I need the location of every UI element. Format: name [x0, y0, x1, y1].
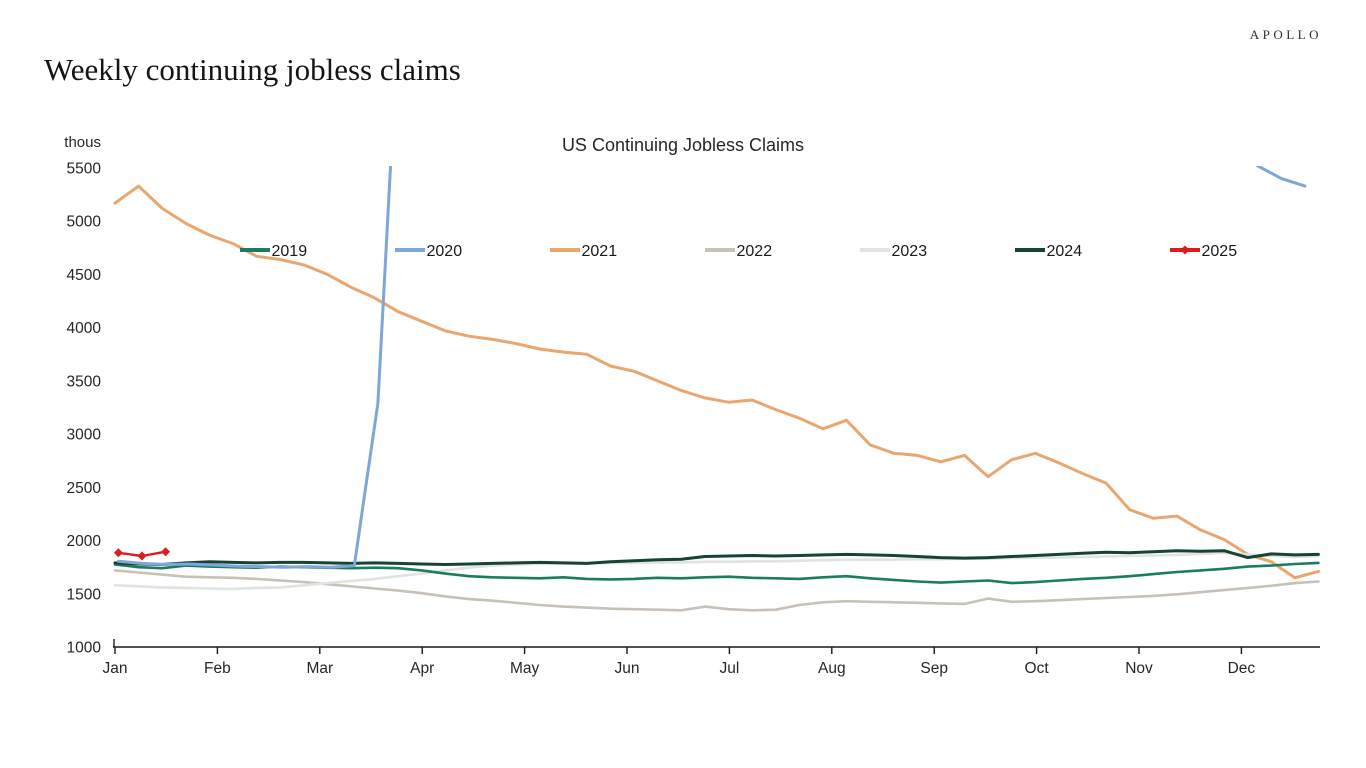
y-axis-unit-label: thous: [64, 134, 101, 151]
y-tick-label-5000: 5000: [67, 214, 102, 231]
legend-label-2025: 2025: [1202, 243, 1238, 260]
legend: 2019 2020 2021 2022 2023 2024 2025: [240, 243, 1237, 260]
legend-label-2022: 2022: [737, 243, 773, 260]
legend-label-2020: 2020: [427, 243, 463, 260]
series-line-2024: [113, 549, 1320, 566]
plot-area: [113, 166, 1320, 612]
x-tick-label-aug: Aug: [818, 660, 846, 677]
page-title: Weekly continuing jobless claims: [44, 52, 461, 87]
legend-item-2024: 2024: [1015, 243, 1082, 260]
x-tick-label-dec: Dec: [1228, 660, 1256, 677]
x-tick-label-oct: Oct: [1025, 660, 1050, 677]
x-tick-label-sep: Sep: [920, 660, 948, 677]
y-tick-label-1500: 1500: [67, 586, 102, 603]
y-tick-label-2000: 2000: [67, 533, 102, 550]
legend-label-2021: 2021: [582, 243, 618, 260]
chart-title: US Continuing Jobless Claims: [561, 135, 805, 155]
series-line-2021: [113, 184, 1320, 580]
y-tick-label-4500: 4500: [67, 267, 102, 284]
series-marker-2025: [161, 547, 171, 557]
apollo-logo: APOLLO: [1249, 27, 1322, 42]
series-marker-2025: [137, 551, 147, 561]
x-tick-label-feb: Feb: [204, 660, 231, 677]
x-tick-label-jan: Jan: [103, 660, 128, 677]
series-marker-2025: [113, 548, 123, 558]
x-tick-label-jun: Jun: [615, 660, 640, 677]
x-tick-label-nov: Nov: [1125, 660, 1153, 677]
legend-label-2023: 2023: [892, 243, 928, 260]
x-tick-label-mar: Mar: [306, 660, 333, 677]
legend-label-2024: 2024: [1047, 243, 1083, 260]
legend-item-2025: 2025: [1170, 243, 1237, 260]
legend-item-2020: 2020: [395, 243, 462, 260]
legend-label-2019: 2019: [272, 243, 308, 260]
legend-item-2023: 2023: [860, 243, 927, 260]
legend-item-2019: 2019: [240, 243, 307, 260]
y-tick-label-5500: 5500: [67, 161, 102, 178]
y-tick-label-4000: 4000: [67, 320, 102, 337]
y-tick-label-1000: 1000: [67, 640, 102, 657]
y-tick-label-3000: 3000: [67, 427, 102, 444]
y-tick-label-2500: 2500: [67, 480, 102, 497]
x-tick-label-jul: Jul: [719, 660, 739, 677]
legend-item-2022: 2022: [705, 243, 772, 260]
x-tick-label-apr: Apr: [410, 660, 434, 677]
series-line-2023: [113, 551, 1320, 591]
x-tick-label-may: May: [510, 660, 540, 677]
series-line-2020: [116, 166, 1307, 569]
legend-item-2021: 2021: [550, 243, 617, 260]
legend-marker-2025: [1180, 245, 1190, 255]
y-tick-label-3500: 3500: [67, 373, 102, 390]
